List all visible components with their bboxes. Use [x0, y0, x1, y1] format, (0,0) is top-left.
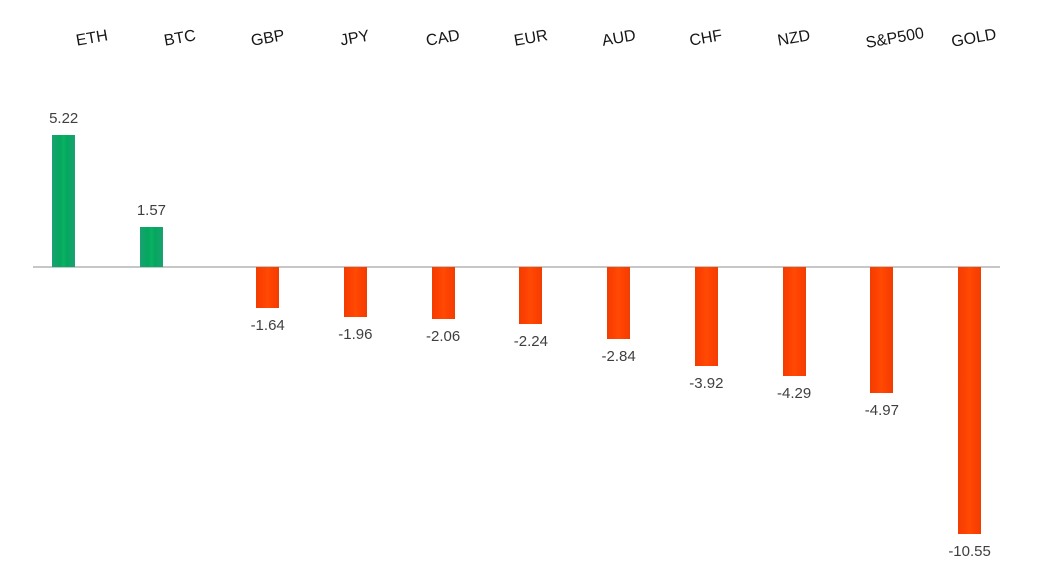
value-label-eth: 5.22	[49, 109, 79, 127]
bar-s-p500	[870, 267, 894, 393]
bar-nzd	[782, 267, 806, 376]
value-label-chf: -3.92	[689, 375, 724, 393]
bar-eur	[519, 267, 543, 324]
value-label-eur: -2.24	[513, 332, 548, 350]
value-label-gold: -10.55	[948, 542, 991, 560]
value-label-cad: -2.06	[426, 328, 461, 346]
value-label-nzd: -4.29	[777, 384, 812, 402]
value-label-jpy: -1.96	[338, 325, 373, 343]
bar-cad	[431, 267, 455, 320]
bar-jpy	[343, 267, 367, 317]
value-label-s-p500: -4.97	[864, 401, 899, 419]
value-label-btc: 1.57	[136, 202, 167, 220]
bar-gold	[958, 267, 982, 534]
bar-btc	[139, 227, 163, 267]
bar-gbp	[256, 267, 280, 309]
value-label-aud: -2.84	[601, 347, 636, 365]
zero-baseline-axis	[33, 266, 1000, 268]
bar-chf	[694, 267, 718, 367]
value-label-gbp: -1.64	[250, 317, 285, 335]
bar-eth	[52, 134, 76, 267]
bar-aud	[607, 267, 631, 339]
